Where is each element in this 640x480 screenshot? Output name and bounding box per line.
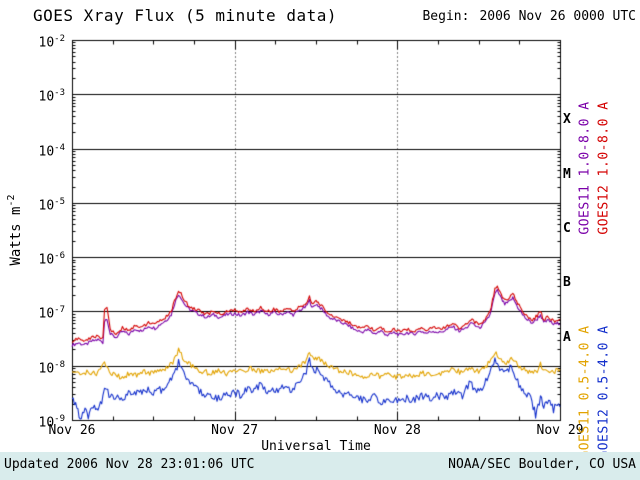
updated-timestamp: Updated 2006 Nov 28 23:01:06 UTC	[4, 457, 255, 472]
legend-goes12-0-5-4-0-a: GOES12 0.5-4.0 A	[596, 325, 612, 459]
begin-value: 2006 Nov 26 0000 UTC	[479, 9, 636, 24]
x-tick-label: Nov 27	[211, 423, 259, 438]
x-tick-label: Nov 26	[48, 423, 96, 438]
y-tick-label: 10-8	[38, 359, 66, 377]
chart-title: GOES Xray Flux (5 minute data)	[33, 6, 337, 25]
y-tick-label: 10-4	[38, 142, 66, 159]
begin-label: Begin:	[422, 9, 470, 24]
y-tick-label: 10-3	[38, 88, 66, 105]
y-tick-label: 10-6	[38, 251, 66, 268]
y-axis-label-base: Watts m	[7, 206, 24, 266]
y-tick-label: 10-9	[38, 414, 66, 431]
x-axis-title: Universal Time	[261, 439, 371, 454]
y-axis-label-exponent: -2	[6, 194, 18, 207]
legend-goes11-0-5-4-0-a: GOES11 0.5-4.0 A	[577, 325, 593, 459]
flare-class-x: X	[563, 112, 571, 128]
legend-goes12-1-0-8-0-a: GOES12 1.0-8.0 A	[596, 101, 612, 235]
flare-class-c: C	[563, 221, 571, 236]
flare-class-a: A	[563, 329, 571, 345]
footer-strip	[0, 452, 640, 480]
y-tick-label: 10-5	[38, 196, 66, 214]
x-tick-label: Nov 28	[373, 423, 421, 438]
flare-class-b: B	[563, 275, 571, 291]
y-tick-label: 10-2	[38, 34, 66, 51]
legend-goes11-1-0-8-0-a: GOES11 1.0-8.0 A	[577, 101, 593, 235]
y-tick-label: 10-7	[38, 305, 66, 322]
flare-class-m: M	[563, 166, 571, 182]
x-tick-label: Nov 29	[536, 423, 584, 438]
begin-time: Begin: 2006 Nov 26 0000 UTC	[422, 9, 636, 24]
y-axis-label: Watts m-2	[6, 194, 24, 265]
source-credit: NOAA/SEC Boulder, CO USA	[448, 457, 636, 472]
